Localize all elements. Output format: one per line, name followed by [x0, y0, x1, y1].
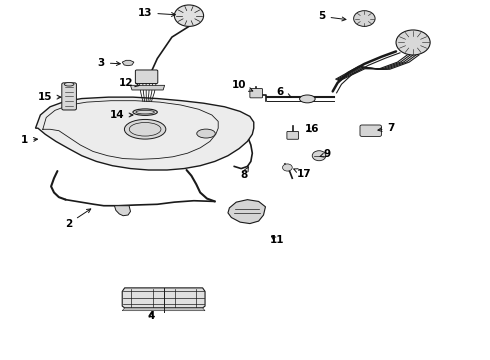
Text: 8: 8	[241, 167, 248, 180]
Ellipse shape	[124, 120, 166, 139]
Polygon shape	[115, 206, 130, 216]
Text: 1: 1	[21, 135, 37, 145]
Circle shape	[312, 151, 326, 161]
Polygon shape	[122, 308, 205, 311]
Text: 2: 2	[65, 209, 91, 229]
Text: 15: 15	[38, 92, 61, 102]
Text: 10: 10	[232, 80, 253, 91]
Ellipse shape	[64, 82, 74, 86]
Circle shape	[396, 30, 430, 55]
Text: 4: 4	[148, 311, 155, 321]
Text: 9: 9	[320, 149, 330, 159]
Ellipse shape	[133, 109, 157, 115]
Text: 17: 17	[294, 168, 312, 179]
FancyBboxPatch shape	[135, 70, 158, 84]
Text: 11: 11	[270, 235, 284, 245]
Text: 16: 16	[305, 124, 319, 134]
Ellipse shape	[299, 95, 315, 103]
Text: 14: 14	[110, 110, 133, 120]
Circle shape	[354, 11, 375, 26]
Text: 13: 13	[138, 8, 175, 18]
FancyBboxPatch shape	[360, 125, 381, 136]
Polygon shape	[122, 60, 134, 66]
Text: 6: 6	[276, 87, 291, 98]
Ellipse shape	[197, 129, 215, 138]
Circle shape	[283, 164, 292, 171]
Polygon shape	[228, 200, 266, 224]
Polygon shape	[130, 85, 165, 90]
FancyBboxPatch shape	[62, 83, 76, 110]
Text: 5: 5	[318, 12, 346, 21]
Text: 3: 3	[98, 58, 121, 68]
Text: 12: 12	[119, 78, 139, 88]
FancyBboxPatch shape	[250, 89, 263, 98]
Text: 7: 7	[378, 123, 395, 133]
FancyBboxPatch shape	[287, 131, 298, 139]
Polygon shape	[122, 288, 205, 308]
Polygon shape	[35, 97, 254, 170]
Circle shape	[174, 5, 203, 26]
